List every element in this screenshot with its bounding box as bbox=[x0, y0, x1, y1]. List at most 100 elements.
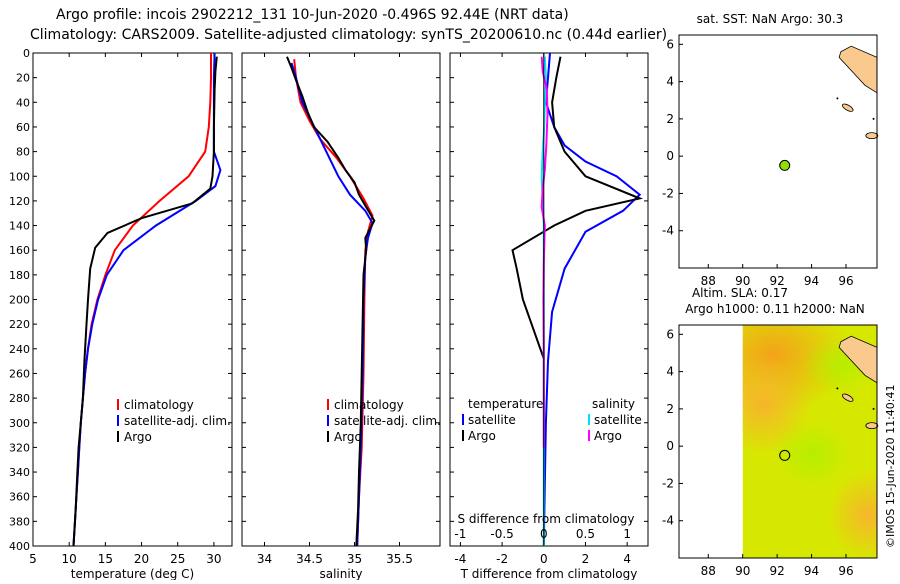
legend-label: Argo bbox=[334, 430, 362, 444]
legend-label: satellite-adj. clim. bbox=[124, 414, 231, 428]
x-tick-label: 92 bbox=[769, 564, 784, 578]
land-islet bbox=[872, 117, 875, 120]
x-tick-label: -4 bbox=[454, 552, 466, 566]
y-tick-label: 360 bbox=[9, 491, 30, 504]
y-tick-label: 200 bbox=[9, 294, 30, 307]
salinity-panel: 34 34.5 35 35.5 salinity climatology satellite… bbox=[241, 52, 441, 581]
series-line-argo bbox=[72, 56, 218, 547]
legend-label: satellite-adj. clim. bbox=[334, 414, 441, 428]
map-frame bbox=[678, 324, 878, 559]
x-tick-label: 4 bbox=[623, 552, 631, 566]
y-tick-label: 0 bbox=[23, 47, 30, 60]
x-tick-label: 30 bbox=[206, 552, 221, 566]
y-tick-label: 60 bbox=[16, 121, 30, 134]
legend-label: Argo bbox=[124, 430, 152, 444]
s-tick-label: 1 bbox=[623, 527, 631, 541]
y-tick-label: 6 bbox=[666, 327, 674, 341]
y-tick-label: 400 bbox=[9, 540, 30, 553]
land-nias bbox=[865, 132, 879, 140]
y-tick-label: 300 bbox=[9, 417, 30, 430]
x-tick-label: 94 bbox=[804, 274, 819, 288]
y-tick-label: 240 bbox=[9, 343, 30, 356]
series-line-t-satellite bbox=[542, 52, 642, 547]
y-tick-label: 180 bbox=[9, 269, 30, 282]
x-tick-label: 35 bbox=[347, 552, 362, 566]
x-axis-label: temperature (deg C) bbox=[71, 567, 194, 580]
land-sumatra bbox=[838, 45, 878, 94]
y-tick-label: 120 bbox=[9, 195, 30, 208]
x-tick-label: 34 bbox=[257, 552, 272, 566]
x-tick-label: 0 bbox=[540, 552, 548, 566]
s-tick-label: -1 bbox=[454, 527, 466, 541]
y-tick-label: 100 bbox=[9, 170, 30, 183]
y-tick-label: 280 bbox=[9, 392, 30, 405]
figure-title-line2: Climatology: CARS2009. Satellite-adjuste… bbox=[30, 27, 667, 43]
plot-frame bbox=[241, 52, 441, 547]
legend-label: satellite bbox=[468, 413, 516, 427]
y-tick-label: 340 bbox=[9, 466, 30, 479]
land-islet bbox=[836, 97, 839, 100]
temperature-panel: 0 20 40 60 80 100 120 140 160 180 200 220 240 260 280 3… bbox=[9, 47, 233, 581]
sla-low-blob bbox=[772, 420, 853, 490]
x-tick-label: 88 bbox=[701, 564, 716, 578]
y-tick-label: -2 bbox=[662, 476, 674, 490]
y-tick-label: 160 bbox=[9, 244, 30, 257]
x-tick-label: 5 bbox=[29, 552, 37, 566]
y-tick-label: 20 bbox=[16, 72, 30, 85]
legend-title-salinity: salinity bbox=[592, 397, 635, 411]
x-axis-label: T difference from climatology bbox=[460, 567, 638, 580]
sla-map-title-line2: Argo h1000: 0.11 h2000: NaN bbox=[685, 302, 865, 316]
x-tick-label: 94 bbox=[804, 564, 819, 578]
sla-high-blob bbox=[827, 470, 877, 558]
y-tick-label: 220 bbox=[9, 318, 30, 331]
y-tick-label: -4 bbox=[662, 224, 674, 238]
x-tick-label: 10 bbox=[62, 552, 77, 566]
y-tick-label: 4 bbox=[666, 75, 674, 89]
y-tick-label: 6 bbox=[666, 37, 674, 51]
y-tick-label: 4 bbox=[666, 365, 674, 379]
y-tick-label: 2 bbox=[666, 112, 674, 126]
argo-location-marker bbox=[779, 449, 791, 461]
x-tick-label: 15 bbox=[98, 552, 113, 566]
legend-label: Argo bbox=[468, 429, 496, 443]
x-tick-label: -2 bbox=[496, 552, 508, 566]
x-tick-label: 34.5 bbox=[296, 552, 323, 566]
sst-map-panel: sat. SST: NaN Argo: 30.3 88 90 92 94 96 -4 -2 0 2… bbox=[662, 12, 879, 288]
x-tick-label: 2 bbox=[582, 552, 590, 566]
x-tick-label: 96 bbox=[838, 274, 853, 288]
x-tick-label: 88 bbox=[701, 274, 716, 288]
y-tick-label: -4 bbox=[662, 514, 674, 528]
x-tick-label: 35.5 bbox=[386, 552, 413, 566]
y-tick-label: 260 bbox=[9, 367, 30, 380]
y-tick-label: 140 bbox=[9, 220, 30, 233]
s-tick-label: 0 bbox=[540, 527, 548, 541]
land-simeulue bbox=[841, 103, 854, 112]
argo-location-marker bbox=[779, 159, 791, 171]
x-tick-label: 20 bbox=[134, 552, 149, 566]
x-tick-label: 90 bbox=[735, 274, 750, 288]
legend-label: climatology bbox=[124, 398, 194, 412]
land-sumatra bbox=[838, 335, 878, 384]
plot-frame bbox=[449, 52, 649, 547]
x-axis-label: salinity bbox=[319, 567, 362, 580]
legend-label: climatology bbox=[334, 398, 404, 412]
x-tick-label: 92 bbox=[769, 274, 784, 288]
map-background bbox=[679, 35, 877, 268]
y-tick-label: 380 bbox=[9, 515, 30, 528]
legend-label: Argo bbox=[594, 429, 622, 443]
land-islet bbox=[836, 387, 839, 390]
difference-panel: -4 -2 0 2 4T difference from climatology -1 -0… bbox=[449, 52, 649, 581]
land-islet bbox=[872, 407, 875, 410]
y-tick-label: 2 bbox=[666, 402, 674, 416]
y-tick-label: 80 bbox=[16, 146, 30, 159]
x-tick-label: 25 bbox=[170, 552, 185, 566]
land-simeulue bbox=[841, 393, 854, 402]
s-tick-label: -0.5 bbox=[490, 527, 513, 541]
series-line-t-argo bbox=[511, 56, 644, 360]
y-tick-label: 40 bbox=[16, 96, 30, 109]
y-tick-label: 320 bbox=[9, 441, 30, 454]
sla-map-panel: Altim. SLA: 0.17 Argo h1000: 0.11 h2000: … bbox=[662, 286, 879, 578]
y-tick-label: 0 bbox=[666, 439, 674, 453]
